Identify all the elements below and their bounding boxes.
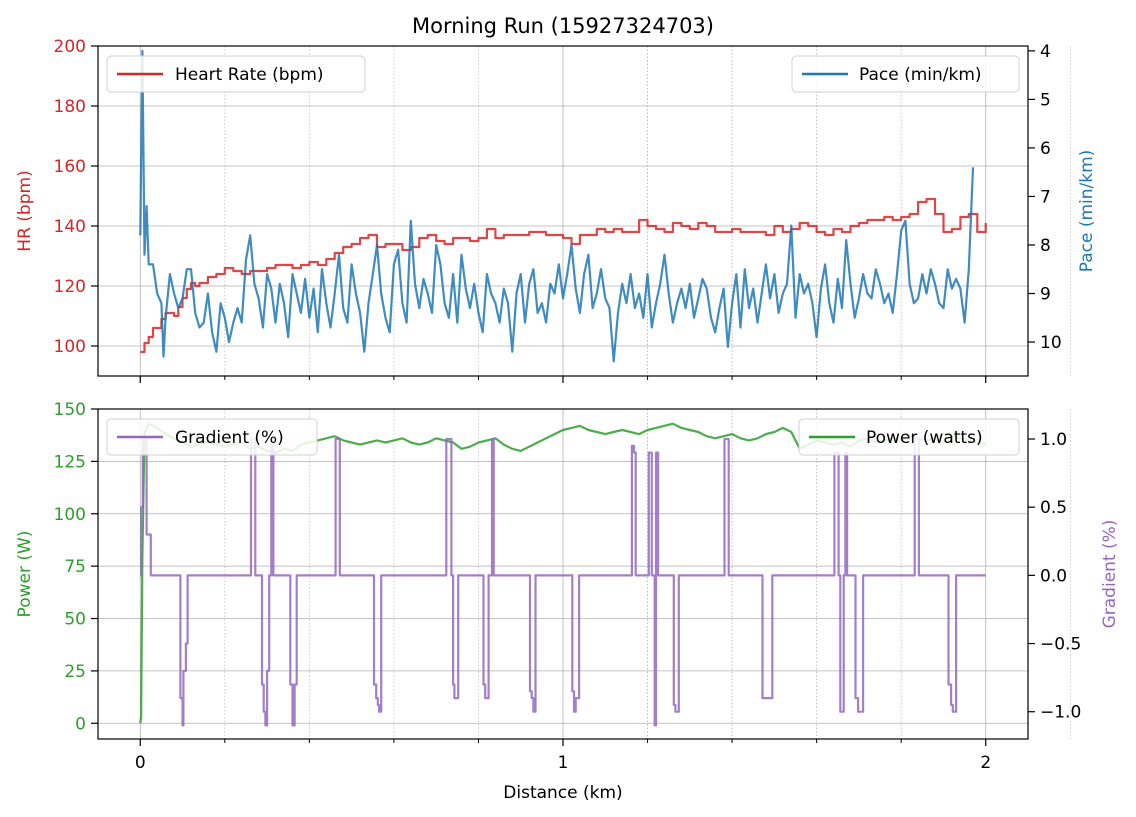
legend-label-heart-rate: Heart Rate (bpm)	[175, 65, 324, 85]
y-right-tick-label: 0.5	[1040, 498, 1067, 518]
legend-heart-rate: Heart Rate (bpm)	[106, 55, 366, 93]
bottom-x-ticks: 0 1 2	[135, 739, 991, 773]
legend-label-pace: Pace (min/km)	[859, 65, 982, 85]
y-right-tick-label: 4	[1040, 42, 1051, 62]
top-left-ticks: 100 120 140 160 180 200	[54, 37, 98, 357]
y-right-tick-label: 9	[1040, 285, 1051, 305]
chart-title: Morning Run (15927324703)	[412, 14, 714, 38]
legend-gradient: Gradient (%)	[106, 418, 318, 456]
x-tick-label: 2	[980, 753, 991, 773]
top-right-ylabel: Pace (min/km)	[1077, 150, 1097, 273]
bottom-grid	[98, 408, 1071, 739]
series-line-gradient	[140, 437, 986, 727]
y-right-tick-label: 0.0	[1040, 566, 1067, 586]
legend-pace: Pace (min/km)	[791, 55, 1020, 93]
bottom-panel: 0 25 50 75 100 125 150 −1.0 −0.5 0.0 0.5 1.0 0 1 2 P…	[15, 400, 1120, 803]
x-tick-label: 1	[558, 753, 569, 773]
y-left-tick-label: 0	[75, 714, 86, 734]
bottom-right-ylabel: Gradient (%)	[1100, 520, 1120, 629]
legend-label-power: Power (watts)	[866, 428, 983, 448]
bottom-right-ticks: −1.0 −0.5 0.0 0.5 1.0	[1028, 430, 1081, 723]
bottom-left-ylabel: Power (W)	[15, 531, 35, 618]
y-right-tick-label: 6	[1040, 139, 1051, 159]
y-left-tick-label: 200	[54, 37, 86, 57]
y-left-tick-label: 160	[54, 157, 86, 177]
legend-label-gradient: Gradient (%)	[175, 428, 284, 448]
y-right-tick-label: 8	[1040, 236, 1051, 256]
y-right-tick-label: 10	[1040, 333, 1062, 353]
y-left-tick-label: 100	[54, 505, 86, 525]
y-right-tick-label: −1.0	[1040, 703, 1081, 723]
y-left-tick-label: 120	[54, 277, 86, 297]
y-right-tick-label: 1.0	[1040, 430, 1067, 450]
y-left-tick-label: 25	[64, 662, 86, 682]
y-left-tick-label: 75	[64, 557, 86, 577]
series-line-heart-rate	[140, 197, 987, 354]
legend-power: Power (watts)	[798, 418, 1020, 456]
y-left-tick-label: 50	[64, 610, 86, 630]
top-panel: 100 120 140 160 180 200 4 5 6 7 8 9 10 HR (bpm) Pac…	[15, 37, 1097, 383]
y-left-tick-label: 125	[54, 452, 86, 472]
y-left-tick-label: 100	[54, 337, 86, 357]
y-right-tick-label: 7	[1040, 187, 1051, 207]
y-left-tick-label: 140	[54, 217, 86, 237]
y-right-tick-label: 5	[1040, 90, 1051, 110]
top-left-ylabel: HR (bpm)	[15, 170, 35, 251]
top-x-ticks	[139, 376, 987, 383]
y-left-tick-label: 180	[54, 97, 86, 117]
y-left-tick-label: 150	[54, 400, 86, 420]
x-axis-label: Distance (km)	[503, 783, 622, 803]
series-line-pace	[139, 49, 975, 363]
bottom-left-ticks: 0 25 50 75 100 125 150	[54, 400, 98, 734]
top-series	[139, 49, 987, 363]
x-tick-label: 0	[135, 753, 146, 773]
top-right-ticks: 4 5 6 7 8 9 10	[1028, 42, 1062, 353]
y-right-tick-label: −0.5	[1040, 635, 1081, 655]
